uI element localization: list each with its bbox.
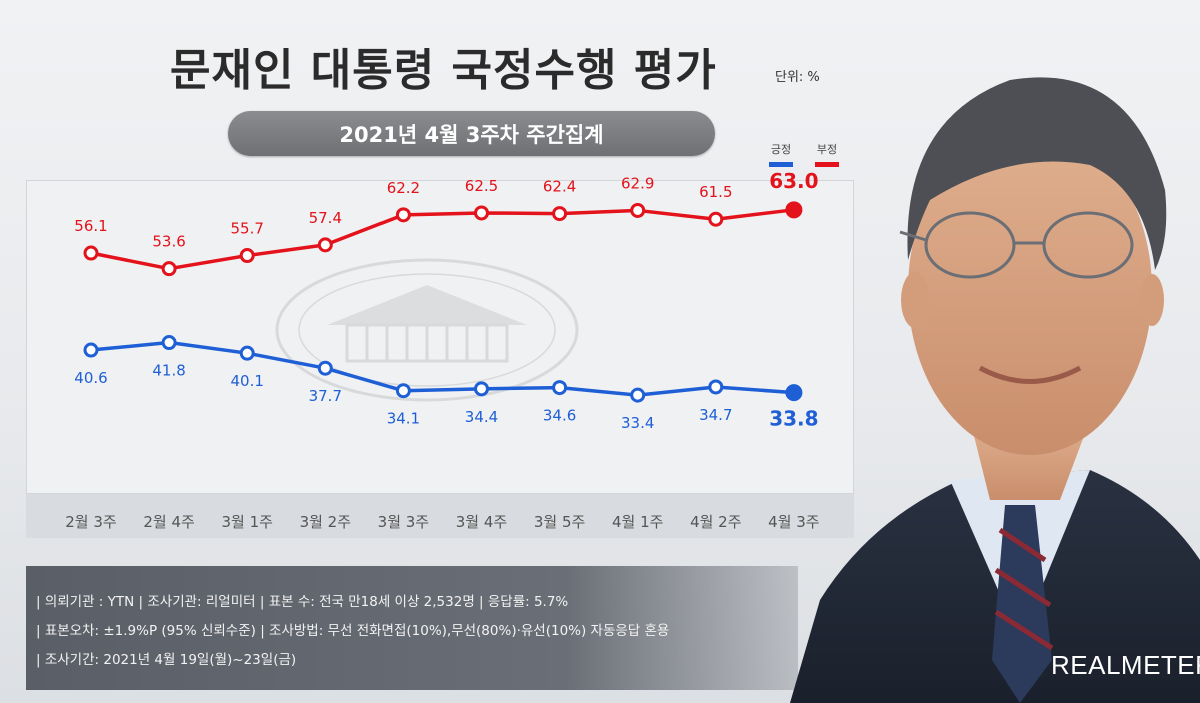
president-portrait-image: [790, 77, 1200, 703]
x-tick-label: 4월 1주: [612, 513, 663, 531]
data-point-negative: [239, 248, 255, 264]
chart-title: 문재인 대통령 국정수행 평가: [170, 45, 717, 96]
data-point-negative: [785, 201, 803, 219]
legend-positive-label: 긍정: [770, 143, 792, 156]
data-label-positive: 33.8: [769, 407, 818, 431]
data-point-positive: [630, 387, 646, 403]
legend-negative: 부정: [815, 141, 839, 167]
x-tick-label: 2월 4주: [143, 513, 194, 531]
data-label-positive: 40.1: [230, 372, 263, 390]
x-tick-label: 4월 3주: [768, 513, 819, 531]
data-point-negative: [474, 205, 489, 221]
data-point-negative: [83, 245, 99, 261]
data-label-negative: 56.1: [74, 217, 107, 235]
data-label-positive: 37.7: [309, 387, 342, 405]
data-point-positive: [239, 345, 255, 361]
x-tick-label: 3월 2주: [300, 513, 351, 531]
data-point-positive: [161, 335, 177, 351]
data-point-positive: [785, 384, 803, 402]
plot-area: [26, 180, 854, 494]
data-point-positive: [317, 360, 333, 376]
period-subtitle: 2021년 4월 3주차 주간집계: [228, 111, 715, 156]
data-label-negative: 63.0: [769, 169, 818, 193]
blue-house-watermark-icon: [275, 258, 579, 402]
data-label-positive: 34.1: [387, 410, 420, 428]
data-point-positive: [83, 342, 99, 358]
data-point-negative: [630, 202, 646, 218]
data-label-positive: 34.6: [543, 407, 576, 425]
data-label-negative: 62.5: [465, 177, 498, 195]
data-label-negative: 62.2: [387, 179, 420, 197]
data-label-negative: 53.6: [152, 233, 185, 251]
x-tick-label: 3월 5주: [534, 513, 585, 531]
data-point-negative: [708, 211, 724, 227]
data-label-negative: 61.5: [699, 183, 732, 201]
legend-negative-swatch: [815, 162, 839, 167]
survey-info-line-2: | 표본오차: ±1.9%P (95% 신뢰수준) | 조사방법: 무선 전화면…: [36, 623, 670, 639]
data-point-negative: [552, 206, 568, 222]
data-label-positive: 34.7: [699, 406, 732, 424]
survey-info-line-3: | 조사기간: 2021년 4월 19일(월)~23일(금): [36, 652, 297, 668]
data-label-negative: 62.4: [543, 178, 576, 196]
data-point-negative: [395, 207, 411, 223]
approval-line-chart: 2월 3주 2월 4주 3월 1주 3월 2주 3월 3주 3월 4주 3월 5주 4월 1주…: [65, 169, 819, 531]
series-line-negative: [90, 208, 795, 271]
legend-positive: 긍정: [769, 141, 793, 167]
legend-positive-swatch: [769, 162, 793, 167]
data-label-negative: 55.7: [230, 220, 263, 238]
legend-negative-label: 부정: [816, 143, 838, 156]
x-tick-label: 2월 3주: [65, 513, 116, 531]
data-label-negative: 57.4: [309, 209, 342, 227]
x-tick-label: 3월 3주: [378, 513, 429, 531]
survey-info-line-1: | 의뢰기관 : YTN | 조사기관: 리얼미터 | 표본 수: 전국 만18…: [36, 594, 569, 610]
unit-label: 단위: %: [775, 70, 820, 85]
data-point-positive: [474, 381, 489, 397]
x-axis-band: [26, 494, 854, 538]
x-tick-label: 3월 4주: [456, 513, 507, 531]
data-point-positive: [552, 380, 568, 396]
series-line-positive: [90, 340, 795, 397]
realmeter-logo: REALMETER: [1051, 650, 1200, 680]
data-point-negative: [317, 237, 333, 253]
x-tick-label: 4월 2주: [690, 513, 741, 531]
survey-info-box: | 의뢰기관 : YTN | 조사기관: 리얼미터 | 표본 수: 전국 만18…: [26, 566, 798, 690]
data-label-positive: 41.8: [152, 362, 185, 380]
data-label-positive: 34.4: [465, 408, 498, 426]
data-label-positive: 33.4: [621, 414, 654, 432]
data-label-negative: 62.9: [621, 174, 654, 192]
data-point-positive: [395, 383, 411, 399]
data-label-positive: 40.6: [74, 369, 107, 387]
x-tick-label: 3월 1주: [221, 513, 272, 531]
data-point-positive: [708, 379, 724, 395]
data-point-negative: [161, 261, 177, 277]
